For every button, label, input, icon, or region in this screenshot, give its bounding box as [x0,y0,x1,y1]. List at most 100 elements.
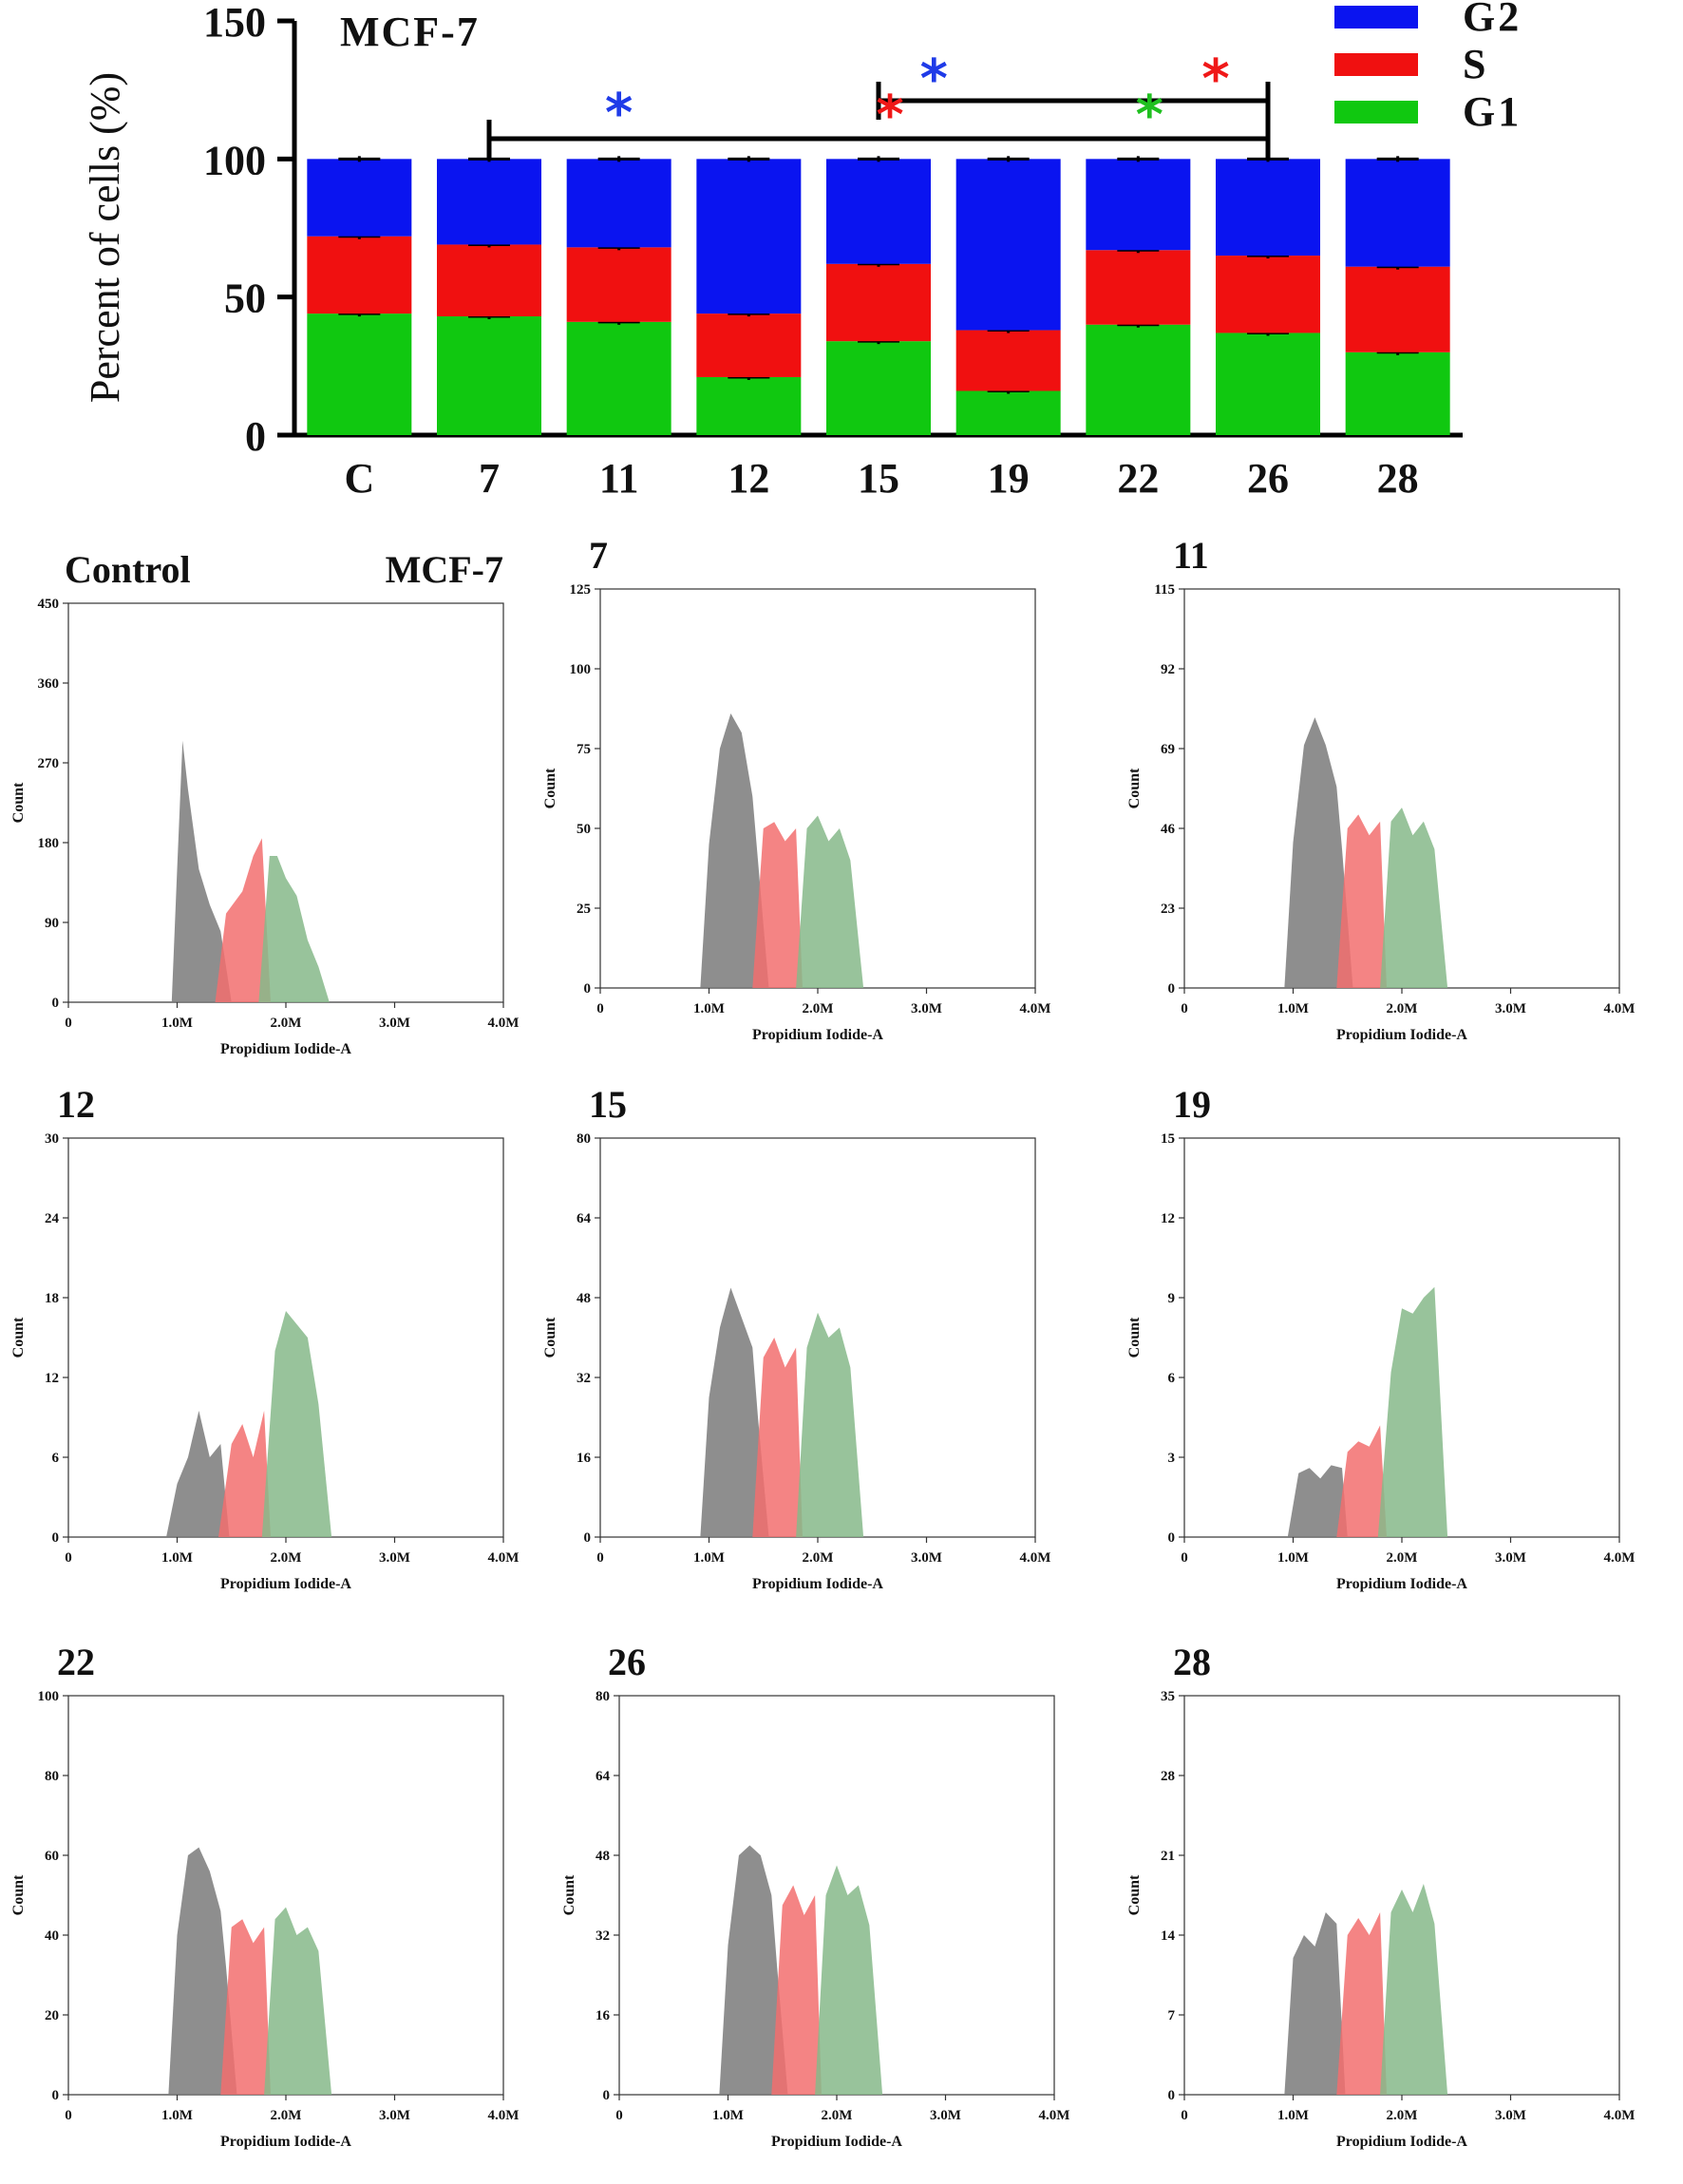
y-axis-label: Count [10,1317,27,1358]
y-tick-label: 12 [45,1371,59,1386]
y-axis-label: Count [10,782,27,823]
histogram-svg: 7 0 25 50 75 100 125 0 1.0M 2.0M 3.0M 4.0M Count Prop… [542,534,1051,1043]
significance-asterisk: * [1201,48,1229,110]
bar-g2-15 [826,159,931,264]
panel-title: 22 [57,1641,95,1683]
y-tick-label: 0 [52,2088,60,2103]
histogram-area-s [752,1338,803,1537]
legend-swatch-g2 [1334,6,1418,28]
x-tick-label: 2.0M [803,1001,834,1016]
x-tick-label-11: 11 [599,455,639,502]
x-tick-label-15: 15 [858,455,899,502]
histogram-svg: 15 0 16 32 48 64 80 0 1.0M 2.0M 3.0M 4.0M Count Propi… [542,1083,1050,1592]
bar-g1-C [307,313,412,435]
y-tick-label: 0 [1168,1530,1176,1546]
histogram-panel-28: 28 0 7 14 21 28 35 0 1.0M 2.0M 3.0M 4.0M Count Propid… [1116,1639,1648,2175]
x-tick-label: 2.0M [1387,1001,1418,1016]
y-tick-label: 7 [1168,2008,1176,2023]
bar-g1-11 [566,321,671,435]
y-tick-label: 23 [1161,902,1175,917]
y-tick-label: 150 [203,0,266,46]
histogram-area-s [220,1919,271,2095]
histogram-area-s [1336,814,1387,988]
panel-title: 19 [1173,1083,1211,1126]
y-tick-label: 25 [577,902,591,917]
x-tick-label: 3.0M [911,1550,942,1566]
x-tick-label: 0 [596,1550,604,1566]
histogram-panel-19: 19 0 3 6 9 12 15 0 1.0M 2.0M 3.0M 4.0M Count Propidiu… [1116,1081,1648,1618]
y-tick-label: 16 [577,1451,592,1466]
histogram-area-g2 [796,1312,864,1537]
bar-g1-26 [1216,332,1320,435]
y-axis-label: Count [1126,1874,1143,1915]
x-tick-label: 4.0M [1020,1001,1051,1016]
y-tick-label: 6 [1168,1371,1176,1386]
significance-asterisk: * [920,48,948,110]
bar-s-11 [566,247,671,322]
x-tick-label: 3.0M [379,1550,410,1566]
histogram-svg: 11 0 23 46 69 92 115 0 1.0M 2.0M 3.0M 4.0M Count Prop… [1126,534,1636,1043]
bar-g1-15 [826,341,931,435]
x-tick-label: 4.0M [1604,1001,1636,1016]
x-axis-label: Propidium Iodide-A [1336,2134,1467,2150]
histogram-area-s [1336,1425,1387,1537]
bar-g1-12 [696,376,802,435]
bar-g1-19 [955,390,1061,435]
x-tick-label: 0 [1181,2108,1188,2123]
y-axis-label: Count [542,768,558,808]
histogram-panel-15: 15 0 16 32 48 64 80 0 1.0M 2.0M 3.0M 4.0M Count Propi… [532,1081,1064,1618]
bar-s-C [307,236,412,314]
x-tick-label: 2.0M [1387,1550,1418,1566]
bar-s-28 [1345,266,1450,352]
y-tick-label: 12 [1161,1211,1175,1226]
x-tick-label: 1.0M [693,1550,725,1566]
cell-cycle-stacked-bar-chart: 0 50 100 150 Percent of cells (%) MCF-7 C 7 11 12… [82,0,1519,502]
significance-asterisk: * [605,83,633,144]
histogram-area-g1 [1284,1912,1346,2095]
y-tick-label: 0 [52,1530,60,1546]
x-tick-label: 0 [596,1001,604,1016]
y-tick-label: 3 [1168,1451,1176,1466]
y-tick-label: 18 [45,1291,59,1306]
histogram-area-g1 [171,740,232,1002]
histogram-panel-22: 22 0 20 40 60 80 100 0 1.0M 2.0M 3.0M 4.0M Count Prop… [0,1639,532,2175]
histogram-area-g1 [1287,1465,1348,1537]
x-axis-label: Propidium Iodide-A [1336,1576,1467,1592]
x-tick-label-28: 28 [1377,455,1419,502]
y-tick-label: 75 [577,742,591,757]
bar-g2-11 [566,159,671,248]
histogram-area-g1 [700,1287,769,1537]
histogram-panel-11: 11 0 23 46 69 92 115 0 1.0M 2.0M 3.0M 4.0M Count Prop… [1116,532,1648,1069]
bar-g2-26 [1216,159,1320,256]
x-tick-label: 2.0M [271,1550,302,1566]
x-tick-label: 4.0M [1039,2108,1070,2123]
y-tick-label: 0 [584,1530,592,1546]
y-tick-label: 15 [1161,1131,1175,1147]
y-axis-label: Count [1126,1317,1143,1358]
y-tick-label: 450 [38,597,60,612]
x-tick-label: 2.0M [1387,2108,1418,2123]
y-axis-label: Count [1126,768,1143,808]
histogram-svg: 12 0 6 12 18 24 30 0 1.0M 2.0M 3.0M 4.0M Count Propid… [10,1083,519,1592]
y-tick-label: 60 [45,1849,59,1864]
bar-s-15 [826,263,931,342]
x-tick-label-19: 19 [988,455,1030,502]
x-tick-label: 3.0M [911,1001,942,1016]
y-tick-label: 100 [570,662,592,677]
y-tick-label: 80 [577,1131,591,1147]
x-tick-label: 2.0M [822,2108,853,2123]
bar-g2-7 [437,159,541,245]
y-tick-label: 6 [52,1451,60,1466]
panel-title: 12 [57,1083,95,1126]
x-tick-label: 3.0M [1495,2108,1526,2123]
y-tick-label: 0 [52,996,60,1011]
x-axis-label: Propidium Iodide-A [1336,1027,1467,1043]
bar-s-19 [955,330,1061,391]
panel-title: 7 [589,534,608,577]
x-tick-label: 1.0M [693,1001,725,1016]
y-tick-label: 100 [203,137,266,183]
x-tick-label-26: 26 [1247,455,1289,502]
y-tick-label: 21 [1161,1849,1175,1864]
significance-asterisk: * [1136,85,1163,146]
histogram-area-g1 [166,1411,230,1537]
